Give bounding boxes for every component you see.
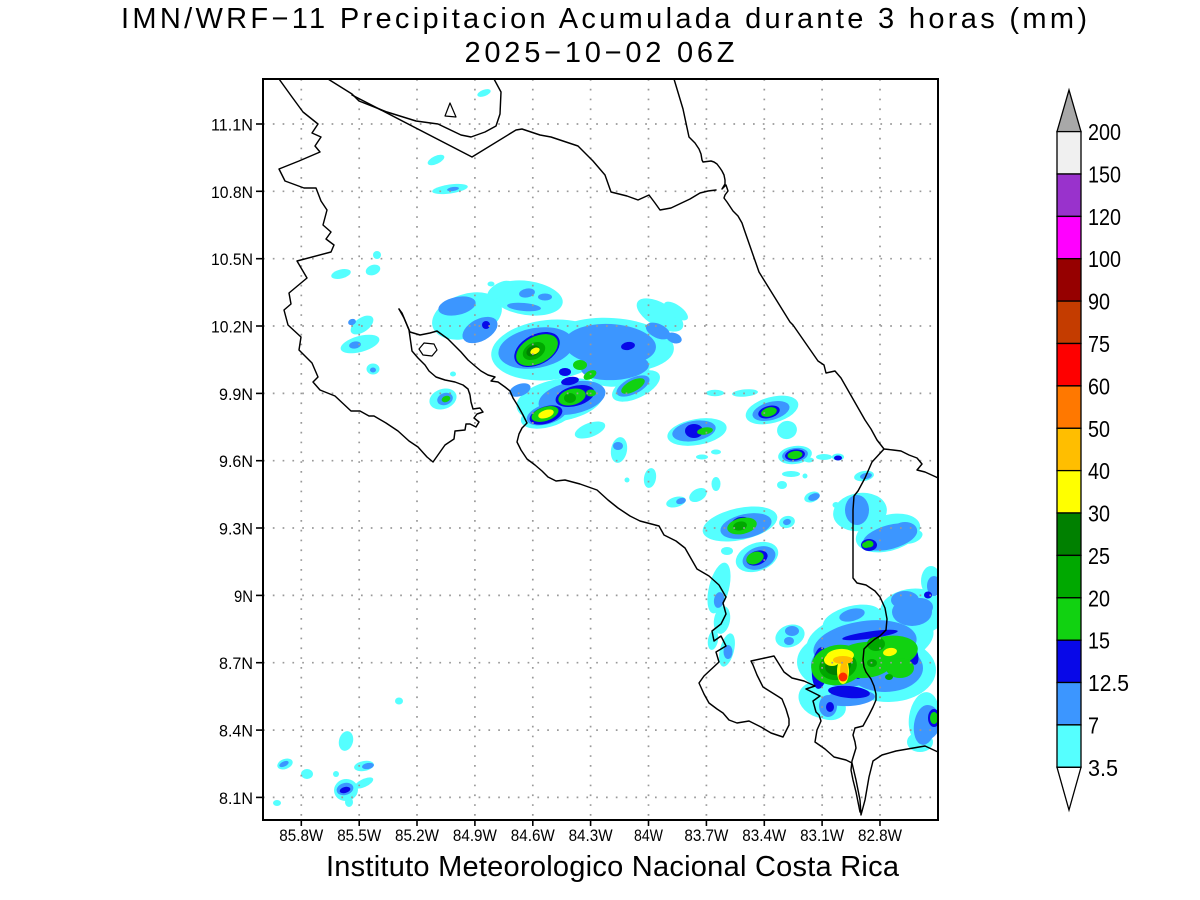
svg-text:82.8W: 82.8W [858,826,902,845]
svg-text:100: 100 [1088,246,1121,272]
svg-text:30: 30 [1088,501,1110,527]
svg-text:9.3N: 9.3N [219,520,253,539]
svg-text:15: 15 [1088,628,1110,654]
svg-text:8.7N: 8.7N [219,654,253,673]
svg-text:40: 40 [1088,458,1110,484]
svg-text:8.1N: 8.1N [219,789,253,808]
svg-text:11.1N: 11.1N [211,116,253,135]
svg-text:85.5W: 85.5W [337,826,381,845]
svg-text:10.5N: 10.5N [211,250,253,269]
svg-text:83.1W: 83.1W [800,826,844,845]
svg-text:9.9N: 9.9N [219,385,253,404]
svg-text:84W: 84W [634,826,663,845]
svg-text:3.5: 3.5 [1088,755,1118,781]
svg-text:75: 75 [1088,331,1110,357]
svg-text:9.6N: 9.6N [219,452,253,471]
svg-text:60: 60 [1088,373,1110,399]
svg-text:84.6W: 84.6W [511,826,555,845]
svg-text:20: 20 [1088,585,1110,611]
svg-text:84.9W: 84.9W [453,826,497,845]
svg-text:Instituto Meteorologico Nacion: Instituto Meteorologico Nacional Costa R… [326,851,900,883]
svg-text:50: 50 [1088,416,1110,442]
svg-text:83.7W: 83.7W [684,826,728,845]
svg-text:120: 120 [1088,204,1121,230]
svg-text:83.4W: 83.4W [742,826,786,845]
svg-text:7: 7 [1088,712,1099,738]
svg-text:25: 25 [1088,543,1110,569]
svg-text:84.3W: 84.3W [569,826,613,845]
svg-text:85.8W: 85.8W [279,826,323,845]
svg-text:2025−10−02 06Z: 2025−10−02 06Z [465,37,735,69]
svg-text:90: 90 [1088,289,1110,315]
svg-text:150: 150 [1088,162,1121,188]
svg-text:8.4N: 8.4N [219,722,253,741]
svg-text:9N: 9N [234,587,253,606]
svg-text:200: 200 [1088,119,1121,145]
svg-text:85.2W: 85.2W [395,826,439,845]
svg-text:10.8N: 10.8N [211,183,253,202]
svg-text:12.5: 12.5 [1088,670,1129,696]
svg-text:IMN/WRF−11 Precipitacion Acumu: IMN/WRF−11 Precipitacion Acumulada duran… [121,3,1087,35]
svg-text:10.2N: 10.2N [211,318,253,337]
